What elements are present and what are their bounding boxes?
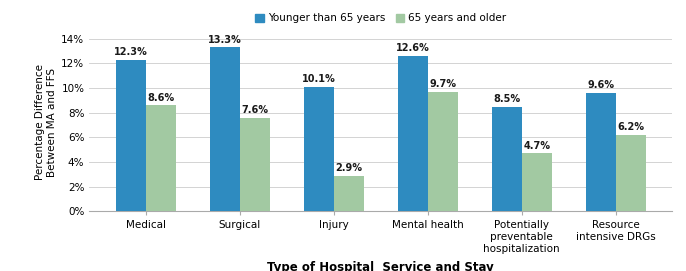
Text: 2.9%: 2.9% <box>335 163 362 173</box>
Bar <box>492 107 522 211</box>
Text: 8.6%: 8.6% <box>147 93 174 103</box>
Text: 4.7%: 4.7% <box>523 141 550 151</box>
Text: 8.5%: 8.5% <box>493 94 520 104</box>
Bar <box>239 118 270 211</box>
Bar <box>586 93 616 211</box>
Text: 13.3%: 13.3% <box>208 35 241 45</box>
X-axis label: Type of Hospital  Service and Stay: Type of Hospital Service and Stay <box>268 260 494 271</box>
Text: 10.1%: 10.1% <box>302 74 335 84</box>
Legend: Younger than 65 years, 65 years and older: Younger than 65 years, 65 years and olde… <box>251 9 510 27</box>
Bar <box>333 176 364 211</box>
Bar <box>398 56 428 211</box>
Bar <box>428 92 458 211</box>
Text: 9.7%: 9.7% <box>429 79 456 89</box>
Text: 7.6%: 7.6% <box>241 105 268 115</box>
Bar <box>522 153 552 211</box>
Bar <box>616 135 646 211</box>
Y-axis label: Percentage Difference
Between MA and FFS: Percentage Difference Between MA and FFS <box>36 64 57 180</box>
Bar <box>210 47 239 211</box>
Text: 12.3%: 12.3% <box>114 47 147 57</box>
Text: 9.6%: 9.6% <box>587 80 614 91</box>
Bar <box>116 60 145 211</box>
Bar <box>304 87 333 211</box>
Text: 6.2%: 6.2% <box>617 122 644 133</box>
Bar <box>145 105 176 211</box>
Text: 12.6%: 12.6% <box>396 43 429 53</box>
